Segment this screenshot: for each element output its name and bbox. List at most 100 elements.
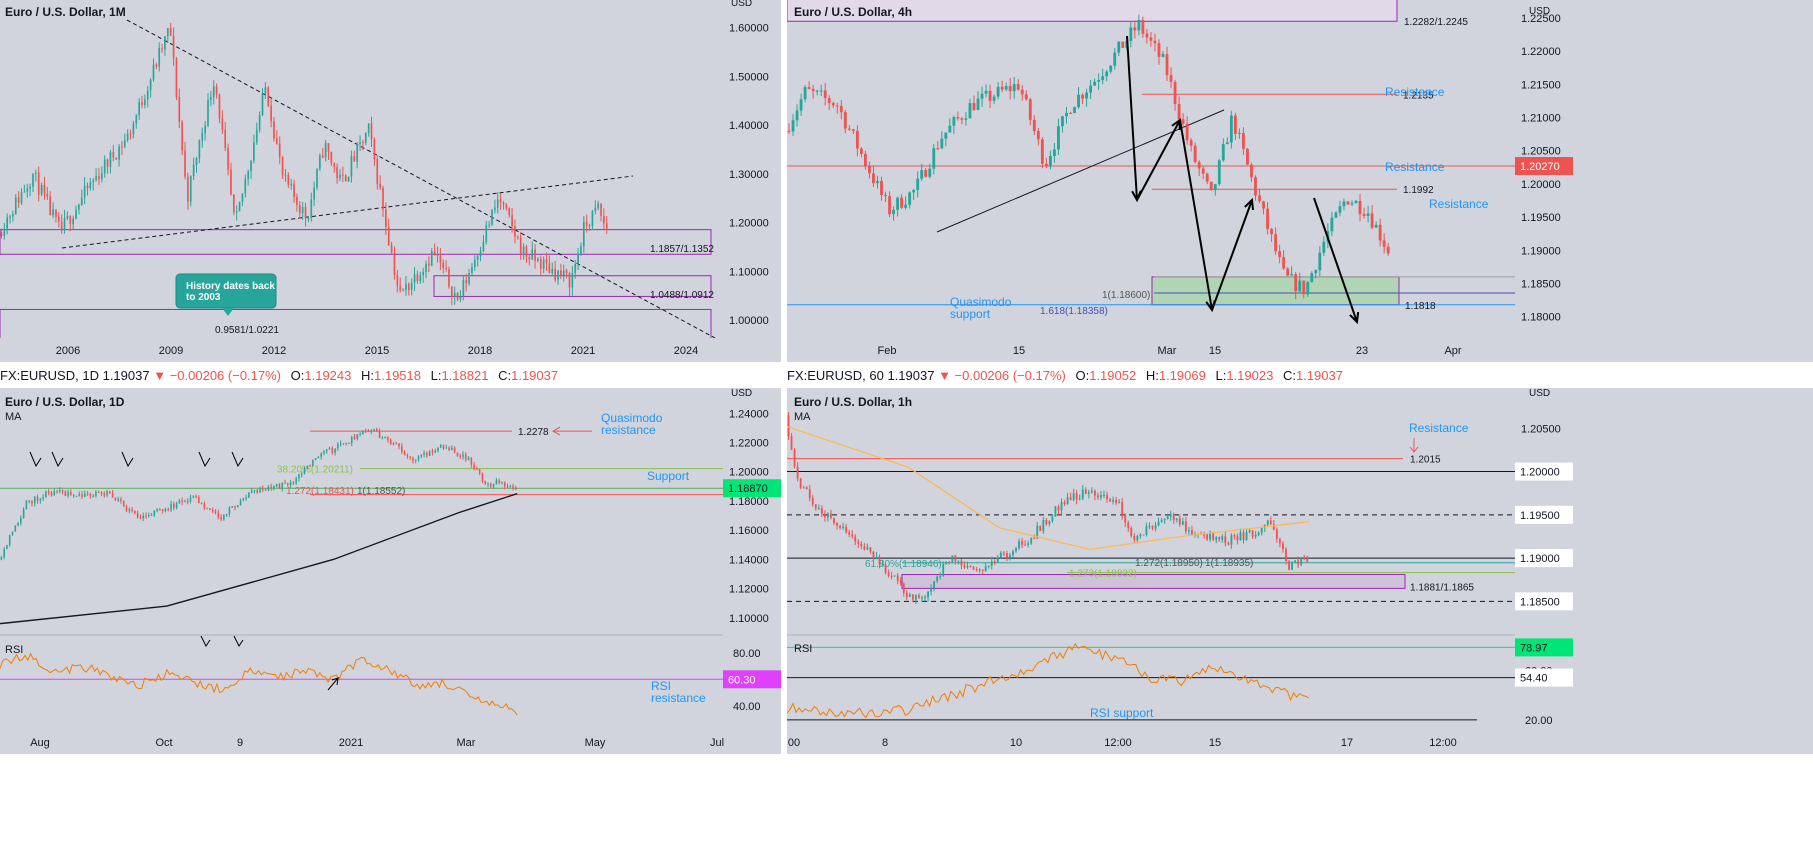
fib-label: 61.80%(1.18946)	[865, 559, 942, 570]
time-tick: 15	[1209, 737, 1221, 749]
time-tick: Aug	[30, 737, 50, 749]
h4-candle	[1129, 27, 1133, 42]
monthly-candle	[89, 182, 92, 189]
monthly-candle	[101, 173, 103, 180]
time-axis-monthly[interactable]: 2006 2009 2012 2015 2018 2021 2024	[0, 338, 781, 362]
monthly-candle	[560, 270, 562, 276]
time-tick: 2021	[571, 345, 595, 357]
hourly-candle	[842, 526, 845, 529]
monthly-candle	[376, 159, 379, 184]
h4-candle	[928, 168, 932, 177]
arrow-line	[1136, 119, 1181, 201]
hourly-candle	[860, 543, 863, 547]
trendline	[936, 109, 1225, 233]
hourly-candle	[839, 525, 841, 529]
monthly-candle	[471, 267, 473, 274]
axis-unit: USD	[731, 388, 752, 399]
monthly-candle	[135, 115, 138, 124]
monthly-candle	[537, 258, 539, 261]
chart-hourly[interactable]: 1.2015 Resistance 1.1881/1.1865 61.80%(1.18…	[787, 388, 1515, 730]
time-axis-hourly[interactable]: 00 8 10 12:00 15 17 12:00	[787, 730, 1813, 754]
daily-candle	[395, 443, 398, 445]
daily-candle	[47, 491, 50, 493]
arrow-line	[1126, 35, 1138, 201]
chart-4h[interactable]: 1.2282/1.2245 1.2135 Resistance Resistance 1…	[787, 0, 1515, 338]
zone-label: 1.1857/1.1352	[650, 244, 714, 255]
indicator-label: MA	[794, 411, 811, 423]
chart-monthly[interactable]: 1.1857/1.1352 1.0488/1.0912 0.9581/1.0221 H…	[0, 0, 723, 338]
daily-candle	[434, 450, 436, 453]
monthly-candle	[144, 99, 146, 106]
price-change: ▼ −0.00206 (−0.17%)	[153, 368, 282, 383]
daily-candle	[373, 429, 375, 431]
monthly-candle	[367, 123, 370, 133]
price-tag-bg	[1515, 592, 1573, 611]
h4-candle	[1322, 241, 1326, 253]
daily-candle	[6, 545, 8, 550]
price-tick: 1.19500	[1521, 212, 1561, 224]
price-tag-bg	[1515, 549, 1573, 568]
time-tick: 2024	[674, 345, 698, 357]
monthly-candle	[479, 250, 482, 257]
daily-candle	[359, 433, 361, 435]
hourly-candle	[836, 523, 838, 526]
monthly-candle	[405, 283, 407, 291]
time-axis-4h[interactable]: Feb 15 Mar 15 23 Apr	[787, 338, 1813, 362]
time-axis-daily[interactable]: Aug Oct 9 2021 Mar May Jul	[0, 730, 781, 754]
h4-candle	[1314, 270, 1318, 274]
daily-candle	[203, 503, 206, 509]
symbol-label[interactable]: FX:EURUSD, 60	[787, 368, 884, 383]
daily-candle	[323, 451, 325, 454]
monthly-candle	[462, 280, 465, 297]
daily-candle	[292, 482, 295, 484]
monthly-candle	[577, 253, 579, 264]
h4-candle	[960, 118, 964, 120]
price-axis-hourly[interactable]: USD1.205001.200001.195001.190001.185001.…	[1515, 388, 1813, 730]
monthly-candle	[98, 175, 100, 180]
h4-candle	[1338, 206, 1342, 213]
chart-daily[interactable]: 1.2278 Quasimodo resistance 38.20%(1.20211)…	[0, 388, 723, 730]
monthly-candle	[175, 58, 178, 98]
rsi-annotation: RSI	[651, 679, 671, 693]
monthly-candle	[364, 132, 367, 143]
high-label: H:	[361, 368, 374, 383]
time-tick: Apr	[1444, 345, 1461, 357]
h4-candle	[1177, 104, 1181, 120]
price-axis-monthly[interactable]: USD 1.60000 1.50000 1.40000 1.30000 1.20000 1.…	[723, 0, 781, 338]
daily-candle	[159, 509, 161, 511]
daily-candle	[109, 491, 111, 493]
zone-label: 1.0488/1.0912	[650, 290, 714, 301]
fib-label: 1.272(1.18950)	[1135, 558, 1203, 569]
h4-candle	[976, 98, 980, 110]
hourly-candle	[911, 594, 914, 600]
daily-candle	[364, 430, 367, 432]
level-label: 1.2135	[1403, 90, 1434, 101]
price-tick: 1.10000	[729, 613, 769, 625]
daily-candle	[473, 464, 475, 469]
hourly-candle	[948, 562, 951, 564]
rsi-tag: 78.97	[1520, 642, 1548, 654]
monthly-candle	[198, 140, 201, 159]
monthly-candle	[192, 164, 195, 176]
symbol-label[interactable]: FX:EURUSD, 1D	[0, 368, 99, 383]
arrow-line	[1179, 119, 1213, 311]
monthly-candle	[60, 221, 63, 230]
monthly-candle	[35, 172, 37, 174]
daily-candle	[503, 482, 506, 486]
daily-candle	[145, 515, 147, 517]
hourly-candle	[1124, 515, 1127, 523]
price-tag-bg	[1515, 157, 1573, 176]
price-axis-4h[interactable]: USD 1.22500 1.22000 1.21500 1.21000 1.20500 1.…	[1515, 0, 1813, 338]
time-axis-hourly-canvas: 00 8 10 12:00 15 17 12:00	[788, 737, 1457, 749]
daily-candle	[17, 522, 19, 526]
low-value: 1.19023	[1226, 368, 1274, 383]
monthly-candle	[393, 252, 396, 276]
h4-candle	[827, 97, 831, 104]
monthly-candle	[218, 94, 221, 119]
hourly-candle	[1272, 524, 1275, 530]
price-axis-daily[interactable]: USD 1.24000 1.22000 1.20000 1.18000 1.16000 1.…	[723, 388, 781, 730]
daily-candle	[114, 497, 117, 501]
hourly-candle	[1097, 495, 1099, 498]
h4-candle	[1089, 85, 1093, 93]
marker-arrow	[327, 676, 340, 691]
